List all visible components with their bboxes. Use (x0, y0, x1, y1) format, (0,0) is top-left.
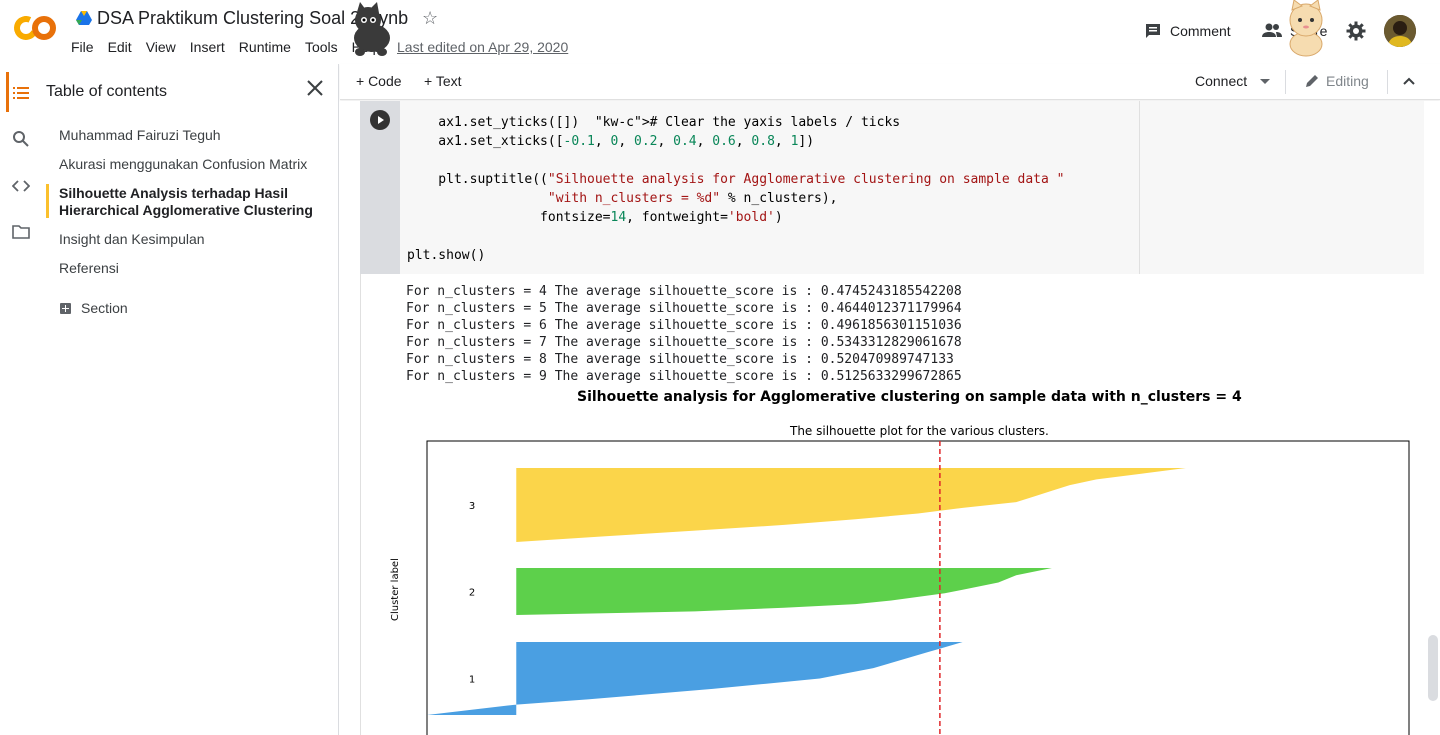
menu-edit[interactable]: Edit (107, 39, 132, 55)
toc-item-active[interactable]: Silhouette Analysis terhadap Hasil Hiera… (59, 185, 313, 218)
output-line: For n_clusters = 8 The average silhouett… (406, 352, 954, 367)
notebook-title[interactable]: DSA Praktikum Clustering Soal 2.ipynb (97, 8, 409, 28)
connect-button[interactable]: Connect (1195, 73, 1248, 89)
plot-suptitle: Silhouette analysis for Agglomerative cl… (577, 389, 1242, 405)
user-avatar[interactable] (1384, 15, 1416, 47)
close-icon[interactable] (306, 79, 324, 97)
app-header: DSA Praktikum Clustering Soal 2.ipynb ☆ … (0, 0, 1440, 64)
notebook-toolbar: + Code + Text Connect Editing (340, 64, 1440, 100)
output-line: For n_clusters = 5 The average silhouett… (406, 301, 962, 316)
cat-pet-icon (1289, 0, 1323, 57)
code-line: ax1.set_yticks([]) "kw-c"># Clear the ya… (407, 115, 901, 130)
code-line: fontsize=14, fontweight='bold') (407, 210, 783, 225)
ruler-line (1139, 101, 1140, 274)
colab-logo[interactable] (10, 12, 58, 44)
code-line: "with n_clusters = %d" % n_clusters), (547, 191, 838, 206)
plus-box-icon (60, 302, 71, 314)
comment-icon (1146, 24, 1160, 38)
output-line: For n_clusters = 7 The average silhouett… (406, 335, 962, 350)
silhouette-band-cluster-3 (516, 468, 1186, 542)
cluster-label: 2 (469, 588, 475, 599)
menu-insert[interactable]: Insert (189, 39, 225, 55)
search-icon[interactable] (12, 130, 30, 148)
add-section-button[interactable]: Section (60, 300, 128, 316)
output-border (360, 274, 361, 735)
divider (1285, 70, 1286, 94)
toc-title: Table of contents (46, 83, 167, 100)
cluster-label: 3 (469, 501, 475, 512)
scrollbar[interactable] (1428, 635, 1438, 701)
star-icon[interactable]: ☆ (422, 8, 439, 28)
section-label: Section (81, 300, 128, 316)
add-text-button[interactable]: + Text (424, 73, 462, 89)
chevron-down-icon[interactable] (1260, 79, 1270, 84)
code-snippets-icon[interactable] (12, 177, 30, 195)
cell-output-text: For n_clusters = 4 The average silhouett… (406, 283, 962, 385)
cluster-label: 1 (469, 675, 475, 686)
comment-button[interactable]: Comment (1144, 20, 1231, 42)
add-code-button[interactable]: + Code (356, 73, 402, 89)
code-cell[interactable]: ax1.set_yticks([]) "kw-c"># Clear the ya… (400, 101, 1424, 274)
toc-item[interactable]: Akurasi menggunakan Confusion Matrix (59, 156, 308, 172)
code-line: plt.show() (407, 248, 486, 263)
last-edited-link[interactable]: Last edited on Apr 29, 2020 (397, 39, 569, 55)
drive-icon[interactable] (76, 11, 92, 25)
run-cell-button[interactable] (370, 110, 390, 130)
chevron-up-icon[interactable] (1402, 74, 1416, 88)
plot-ylabel: Cluster label (390, 558, 401, 621)
toc-item[interactable]: Referensi (59, 260, 119, 276)
cat-pet-icon (354, 2, 390, 56)
code-editor[interactable]: ax1.set_yticks([]) "kw-c"># Clear the ya… (407, 113, 1064, 265)
settings-gear-icon[interactable] (1346, 21, 1366, 41)
code-line: plt.suptitle(("Silhouette analysis for A… (407, 172, 1065, 187)
rail-active-indicator (6, 72, 9, 112)
menu-tools[interactable]: Tools (304, 39, 338, 55)
plot-subtitle: The silhouette plot for the various clus… (790, 424, 1049, 438)
toc-item[interactable]: Insight dan Kesimpulan (59, 231, 205, 247)
output-line: For n_clusters = 4 The average silhouett… (406, 284, 962, 299)
notebook-area: ax1.set_yticks([]) "kw-c"># Clear the ya… (340, 101, 1440, 735)
editing-mode-button[interactable]: Editing (1304, 73, 1369, 89)
toc-sidebar: Table of contents Muhammad Fairuzi Teguh… (40, 64, 339, 735)
folder-icon[interactable] (12, 223, 30, 241)
toc-item[interactable]: Muhammad Fairuzi Teguh (59, 127, 221, 143)
output-line: For n_clusters = 9 The average silhouett… (406, 369, 962, 384)
menu-runtime[interactable]: Runtime (238, 39, 291, 55)
silhouette-plot: 3 2 1 (426, 440, 1410, 735)
toc-list-icon[interactable] (12, 84, 30, 102)
menu-file[interactable]: File (71, 39, 94, 55)
code-line: ax1.set_xticks([-0.1, 0, 0.2, 0.4, 0.6, … (407, 134, 815, 149)
pencil-icon (1306, 75, 1318, 87)
divider (1387, 70, 1388, 94)
editing-label: Editing (1326, 73, 1369, 89)
output-line: For n_clusters = 6 The average silhouett… (406, 318, 962, 333)
silhouette-band-cluster-1 (427, 642, 963, 715)
people-icon (1262, 23, 1282, 37)
left-rail (0, 64, 40, 735)
silhouette-band-cluster-2 (516, 568, 1052, 615)
toc-active-indicator (46, 184, 49, 218)
comment-label: Comment (1170, 23, 1231, 39)
menu-view[interactable]: View (145, 39, 176, 55)
